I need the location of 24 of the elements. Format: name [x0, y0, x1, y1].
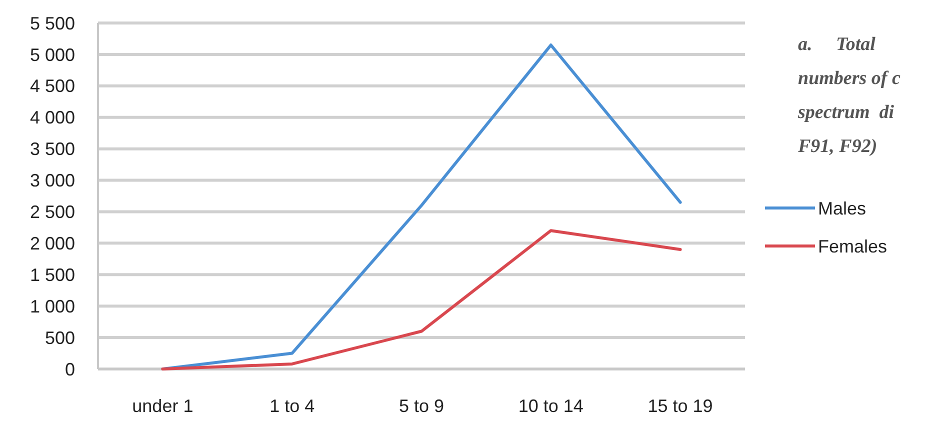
y-tick-label: 4 500: [30, 76, 75, 96]
x-tick-label: 1 to 4: [270, 396, 315, 416]
y-tick-label: 3 000: [30, 170, 75, 191]
y-tick-label: 5 500: [30, 13, 75, 34]
x-tick-label: 10 to 14: [518, 396, 584, 416]
x-tick-label: 15 to 19: [648, 396, 713, 416]
y-tick-label: 500: [44, 328, 75, 348]
legend-label: Males: [818, 198, 866, 218]
y-tick-label: 5 000: [30, 44, 75, 65]
y-tick-label: 1 500: [30, 264, 75, 285]
text: numbers of c: [798, 68, 901, 89]
x-tick-label: 5 to 9: [398, 396, 444, 416]
y-tick-label: 2 000: [30, 233, 75, 254]
legend-label: Females: [818, 236, 888, 256]
y-tick-label: 3 500: [30, 139, 75, 160]
text: a. Total: [798, 34, 876, 55]
x-tick-label: under 1: [132, 396, 194, 416]
text: F91, F92): [797, 136, 878, 157]
y-tick-label: 0: [64, 359, 75, 380]
line-series: [161, 229, 682, 370]
y-tick-label: 2 500: [30, 202, 75, 222]
text: spectrum di: [797, 102, 895, 123]
y-tick-label: 1 000: [30, 296, 75, 316]
y-tick-label: 4 000: [30, 108, 75, 128]
